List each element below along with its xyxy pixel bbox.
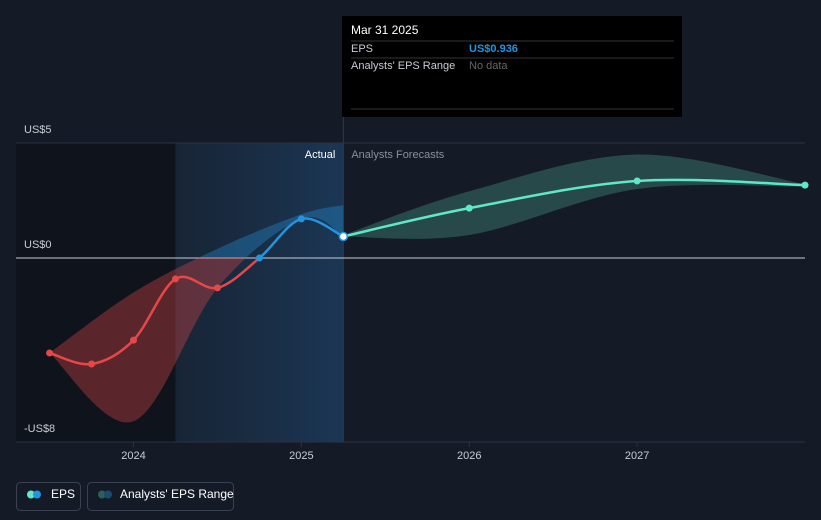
legend-button[interactable] — [16, 482, 81, 511]
x-tick-label: 2025 — [289, 450, 313, 462]
data-point — [171, 275, 179, 283]
data-point — [46, 349, 54, 357]
tooltip: Mar 31 2025 EPS US$0.936 Analysts' EPS R… — [342, 16, 682, 117]
data-point — [297, 215, 305, 223]
y-tick-label: US$0 — [24, 239, 52, 251]
tooltip-value: No data — [469, 60, 508, 72]
tooltip-date: Mar 31 2025 — [351, 23, 419, 37]
legend-icon — [98, 490, 106, 499]
actual-label: Actual — [305, 149, 336, 161]
forecast-label: Analysts Forecasts — [351, 149, 444, 161]
x-tick-label: 2027 — [625, 450, 649, 462]
forecast-point — [633, 177, 641, 185]
x-tick-label: 2024 — [121, 450, 145, 462]
y-tick-label: US$5 — [24, 124, 52, 136]
data-point — [130, 336, 138, 344]
data-point — [338, 231, 349, 242]
forecast-point — [801, 181, 809, 189]
legend-icon — [104, 490, 112, 499]
legend-icon — [33, 490, 41, 499]
y-tick-label: -US$8 — [24, 423, 55, 435]
range-area — [49, 205, 344, 423]
forecast-point — [465, 204, 473, 212]
legend-eps[interactable]: EPS — [16, 482, 81, 511]
legend-range[interactable]: Analysts' EPS Range — [87, 482, 235, 511]
line — [343, 178, 806, 238]
legend-button[interactable] — [87, 482, 234, 511]
tooltip-label: EPS — [351, 43, 373, 55]
legend-icon — [27, 490, 35, 499]
data-point — [213, 284, 221, 292]
range-area — [343, 154, 805, 239]
legend-label: EPS — [51, 487, 75, 501]
line — [49, 217, 344, 366]
data-point — [255, 254, 263, 262]
data-point — [88, 360, 96, 368]
tooltip-box — [342, 16, 682, 117]
legend-label: Analysts' EPS Range — [120, 487, 234, 501]
tooltip-label: Analysts' EPS Range — [351, 60, 455, 72]
tooltip-value: US$0.936 — [469, 43, 518, 55]
x-tick-label: 2026 — [457, 450, 481, 462]
